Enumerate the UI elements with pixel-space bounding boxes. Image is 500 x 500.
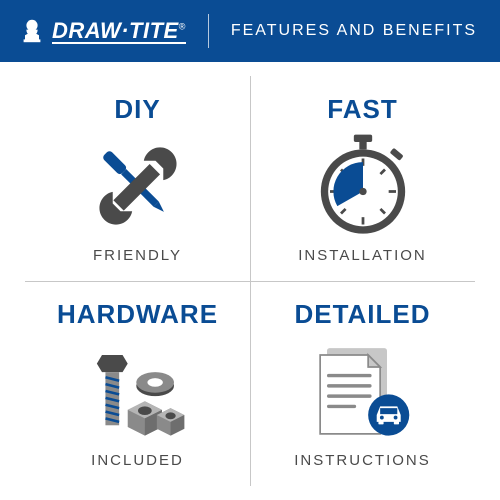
quadrant-subtitle: INSTALLATION [298,247,426,264]
header-divider [208,14,209,48]
quadrant-subtitle: INSTRUCTIONS [294,452,431,469]
hitch-ball-icon [18,17,46,45]
features-grid: DIY FRIENDLY FAST [25,76,475,486]
stopwatch-icon [308,131,418,241]
quadrant-title: HARDWARE [57,299,218,330]
tools-icon [83,131,193,241]
quadrant-fast: FAST [250,76,475,281]
logo-text: DRAW·TITE® [52,18,186,43]
instructions-icon [303,336,423,446]
quadrant-title: DIY [114,94,160,125]
quadrant-detailed: DETAILED [250,281,475,486]
tagline: FEATURES AND BENEFITS [231,22,477,40]
quadrant-diy: DIY FRIENDLY [25,76,250,281]
header-bar: DRAW·TITE® FEATURES AND BENEFITS [0,0,500,62]
quadrant-subtitle: INCLUDED [91,452,184,469]
registered-mark: ® [179,22,186,32]
logo-text-label: DRAW·TITE [52,18,179,43]
hardware-icon [78,336,198,446]
quadrant-title: FAST [327,94,397,125]
logo: DRAW·TITE® [18,17,186,45]
quadrant-hardware: HARDWARE [25,281,250,486]
quadrant-title: DETAILED [294,299,430,330]
quadrant-subtitle: FRIENDLY [93,247,182,264]
